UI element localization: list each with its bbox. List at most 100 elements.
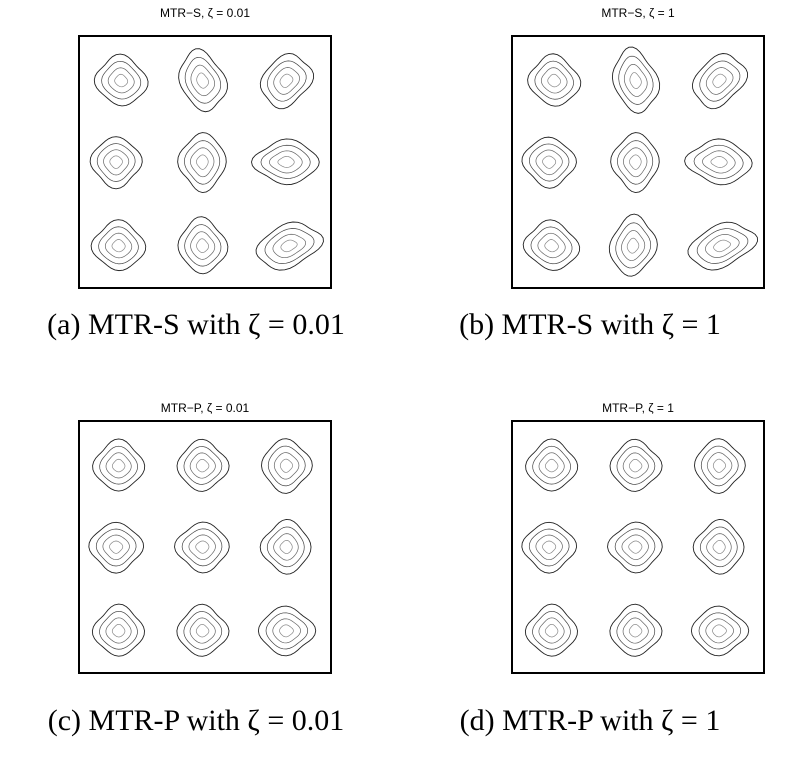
contour-line [617, 140, 654, 185]
contour-line [102, 534, 130, 561]
contour-blob [608, 213, 658, 277]
contour-blob [524, 603, 578, 657]
contour-line [265, 612, 309, 650]
plot-frame [511, 420, 765, 674]
contour-line [690, 605, 750, 657]
contour-line [195, 540, 210, 554]
contour-line [196, 238, 209, 253]
contour-line [521, 136, 577, 189]
contour-line [706, 533, 732, 561]
contour-line [259, 52, 315, 110]
contour-blob [687, 221, 759, 271]
panel-d-title: MTR−P, ζ = 1 [602, 401, 674, 415]
contour-line [609, 603, 663, 657]
contour-line [691, 53, 748, 110]
contour-blob [527, 53, 582, 107]
contour-blob [251, 138, 320, 186]
contour-line [178, 48, 228, 113]
contour-line [195, 624, 210, 638]
contour-line [611, 46, 661, 114]
contour-line [181, 528, 223, 567]
contour-line [626, 237, 640, 254]
contour-line [712, 458, 726, 473]
contour-line [174, 521, 230, 574]
contour-line [176, 438, 230, 492]
contour-line [177, 132, 227, 193]
contour-line [177, 216, 229, 275]
contour-blob [90, 219, 147, 272]
contour-line [107, 67, 135, 94]
contour-blob [609, 438, 663, 492]
contour-line [524, 603, 578, 657]
contour-line [621, 230, 646, 261]
contour-blob [690, 605, 750, 657]
contour-line [522, 219, 581, 271]
contour-line [98, 226, 139, 265]
contour-blob [177, 216, 229, 275]
contour-line [277, 156, 295, 168]
contour-line [532, 610, 571, 650]
contour-line [189, 617, 216, 644]
contour-line [109, 155, 123, 169]
contour-line [608, 213, 658, 277]
contour-line [279, 624, 294, 638]
contour-line [542, 155, 557, 169]
contour-line [261, 438, 313, 494]
contour-line [615, 222, 652, 269]
panel-a-title: MTR−S, ζ = 0.01 [160, 6, 250, 20]
contour-line [529, 143, 570, 182]
contour-blob [684, 138, 753, 186]
contour-line [538, 617, 565, 644]
contour-line [535, 149, 563, 176]
contour-line [90, 219, 147, 272]
contour-blob [607, 521, 663, 574]
contour-blob [610, 132, 660, 193]
panel-d-caption: (d) MTR-P with ζ = 1 [459, 704, 721, 737]
contour-blob [178, 48, 228, 113]
contour-line [705, 234, 740, 258]
contour-line [92, 438, 146, 492]
panel-c-caption: (c) MTR-P with ζ = 0.01 [47, 704, 345, 737]
panel-d-plot [511, 420, 765, 674]
contour-line [628, 624, 643, 638]
contour-line [88, 521, 145, 574]
panel-a-caption: (a) MTR-S with ζ = 0.01 [47, 308, 345, 341]
contour-line [623, 147, 648, 178]
contour-line [196, 72, 209, 89]
contour-line [532, 445, 571, 485]
contour-blob [92, 438, 146, 492]
contour-line [614, 528, 656, 567]
contour-line [629, 154, 642, 170]
contour-line [609, 438, 663, 492]
contour-blob [259, 518, 312, 575]
panel-c-plot [78, 420, 332, 674]
contour-line [699, 60, 741, 102]
contour-line [260, 144, 311, 179]
contour-line [279, 73, 294, 88]
contour-blob [692, 518, 745, 575]
contour-blob [255, 221, 324, 271]
contour-line [273, 452, 300, 480]
contour-line [255, 221, 324, 271]
contour-line [273, 67, 300, 95]
contour-line [607, 521, 663, 574]
contour-line [544, 623, 559, 638]
contour-line [273, 533, 299, 561]
contour-blob [91, 603, 145, 657]
contour-line [684, 138, 753, 186]
contour-line [266, 526, 305, 568]
contour-line [540, 67, 568, 94]
contour-line [687, 221, 759, 271]
contour-line [264, 228, 315, 264]
panel-b-caption: (b) MTR-S with ζ = 1 [459, 308, 721, 341]
panel-a-plot [78, 35, 332, 289]
contour-line [95, 528, 137, 567]
contour-blob [609, 603, 663, 657]
contour-line [616, 611, 656, 650]
contour-line [621, 534, 649, 560]
contour-line [99, 445, 138, 485]
contour-line [702, 150, 736, 174]
contour-line [190, 64, 215, 97]
contour-blob [176, 438, 230, 492]
contour-line [705, 618, 734, 644]
